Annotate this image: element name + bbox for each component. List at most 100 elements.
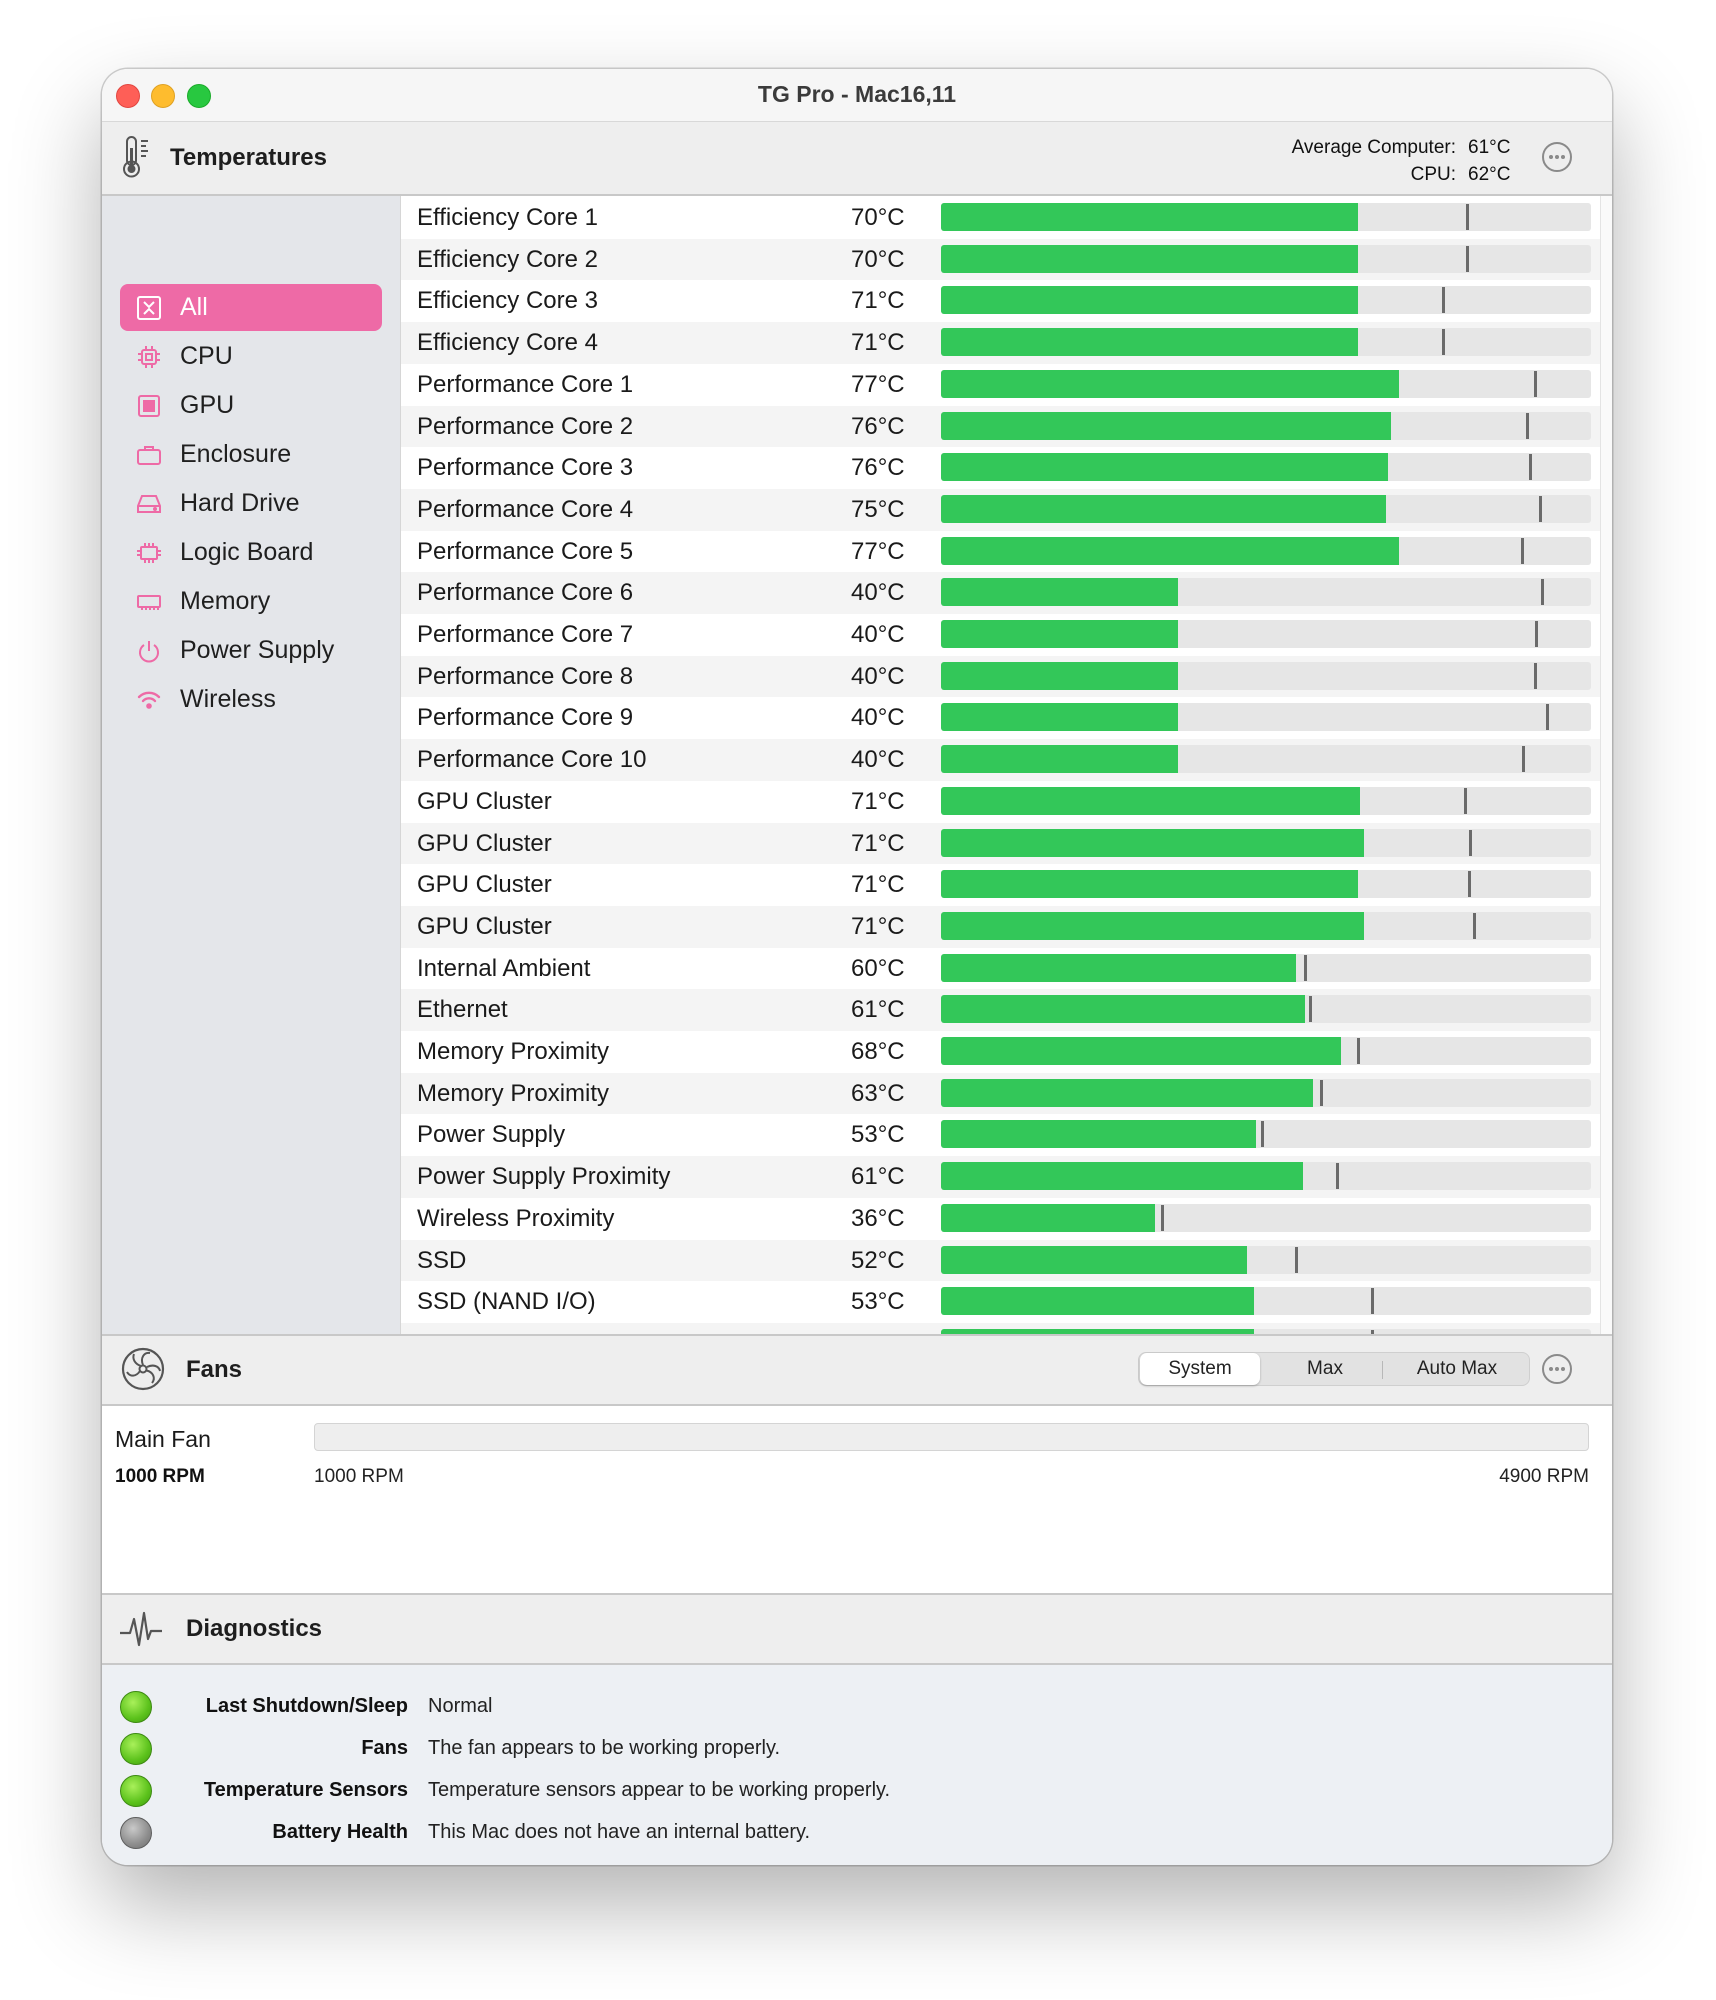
- sensor-row[interactable]: SSD (NAND I/O) 53°C: [401, 1281, 1600, 1323]
- close-window-button[interactable]: [116, 84, 140, 108]
- wireless-icon: [134, 685, 164, 715]
- sensor-row[interactable]: GPU Cluster 71°C: [401, 864, 1600, 906]
- sensor-row[interactable]: Power Supply 53°C: [401, 1114, 1600, 1156]
- sidebar-item-all[interactable]: All: [120, 284, 382, 331]
- sensor-temperature: 53°C: [851, 1121, 905, 1149]
- sensor-temperature-bar: [941, 328, 1591, 357]
- sensor-row[interactable]: GPU Cluster 71°C: [401, 905, 1600, 948]
- sensor-row[interactable]: Efficiency Core 3 71°C: [401, 280, 1600, 322]
- sensor-row[interactable]: Performance Core 5 77°C: [401, 531, 1600, 573]
- sensor-temperature: 40°C: [851, 579, 905, 607]
- cpu-icon: [134, 342, 164, 372]
- sensor-max-marker: [1534, 662, 1537, 689]
- sidebar-item-memory[interactable]: Memory: [120, 578, 382, 625]
- sensor-list[interactable]: Efficiency Core 1 70°C Efficiency Core 2 70…: [401, 196, 1600, 1334]
- diagnostic-text: Temperature sensors appear to be working…: [428, 1779, 891, 1801]
- fans-more-button[interactable]: [1542, 1354, 1572, 1384]
- sensor-bar-fill: [941, 1078, 1313, 1107]
- sensor-temperature: 40°C: [851, 662, 905, 690]
- sensor-bar-fill: [941, 1162, 1303, 1191]
- sensor-row[interactable]: Efficiency Core 4 71°C: [401, 322, 1600, 364]
- sensor-row[interactable]: Power Supply Proximity 61°C: [401, 1156, 1600, 1198]
- sensor-row[interactable]: Memory Proximity 63°C: [401, 1072, 1600, 1115]
- sensor-row[interactable]: [401, 1322, 1600, 1334]
- sensor-max-marker: [1466, 245, 1469, 272]
- sensor-temperature-bar: [941, 828, 1591, 857]
- sidebar-item-label: GPU: [180, 391, 235, 419]
- average-computer-value: 61°C: [1468, 137, 1511, 158]
- sensor-max-marker: [1442, 287, 1445, 314]
- sidebar-item-cpu[interactable]: CPU: [120, 333, 382, 380]
- sensor-row[interactable]: Wireless Proximity 36°C: [401, 1198, 1600, 1240]
- sensor-name: Efficiency Core 3: [417, 287, 598, 315]
- sensor-temperature: 71°C: [851, 912, 905, 940]
- sensor-max-marker: [1529, 454, 1532, 481]
- diagnostic-row: Fans The fan appears to be working prope…: [102, 1729, 1612, 1771]
- sensor-name: Performance Core 6: [417, 579, 634, 607]
- sensor-row[interactable]: Memory Proximity 68°C: [401, 1031, 1600, 1073]
- sensor-temperature-bar: [941, 620, 1591, 648]
- sensor-temperature: 77°C: [851, 537, 905, 565]
- sidebar-item-wireless[interactable]: Wireless: [120, 676, 382, 723]
- diagnostic-label: Battery Health: [272, 1821, 408, 1843]
- sidebar-item-gpu[interactable]: GPU: [120, 382, 382, 429]
- sensor-row[interactable]: Performance Core 10 40°C: [401, 739, 1600, 781]
- sensor-row[interactable]: Ethernet 61°C: [401, 989, 1600, 1031]
- sensor-row[interactable]: GPU Cluster 71°C: [401, 822, 1600, 865]
- sensor-max-marker: [1521, 537, 1524, 564]
- sensor-row[interactable]: Efficiency Core 2 70°C: [401, 238, 1600, 281]
- sidebar-item-enclosure[interactable]: Enclosure: [120, 431, 382, 478]
- sensor-bar-fill: [941, 1287, 1254, 1316]
- sensor-name: Memory Proximity: [417, 1038, 610, 1065]
- sensor-temperature-bar: [941, 536, 1591, 565]
- sensor-name: Efficiency Core 4: [417, 329, 598, 357]
- fan-mode-max[interactable]: Max: [1307, 1358, 1343, 1379]
- sensor-list-scroll-area[interactable]: [1600, 196, 1612, 1334]
- sensor-row[interactable]: Efficiency Core 1 70°C: [401, 197, 1600, 239]
- sensor-bar-fill: [941, 369, 1399, 398]
- sensor-max-marker: [1261, 1121, 1264, 1148]
- sensor-bar-fill: [941, 995, 1305, 1024]
- sensor-max-marker: [1539, 495, 1542, 522]
- temperatures-more-button[interactable]: [1542, 142, 1572, 172]
- fan-mode-auto-max[interactable]: Auto Max: [1416, 1358, 1498, 1379]
- sensor-row[interactable]: SSD 52°C: [401, 1239, 1600, 1282]
- sensor-row[interactable]: Performance Core 4 75°C: [401, 488, 1600, 531]
- sensor-row[interactable]: Internal Ambient 60°C: [401, 948, 1600, 990]
- sensor-bar-fill: [941, 1245, 1247, 1274]
- cpu-average-value: 62°C: [1468, 164, 1511, 185]
- sensor-row[interactable]: Performance Core 9 40°C: [401, 697, 1600, 739]
- fans-title: Fans: [186, 1356, 243, 1383]
- sensor-row[interactable]: Performance Core 2 76°C: [401, 405, 1600, 448]
- diagnostic-text: Normal: [428, 1695, 493, 1717]
- sensor-row[interactable]: Performance Core 6 40°C: [401, 572, 1600, 614]
- zoom-window-button[interactable]: [187, 84, 211, 108]
- sensor-temperature-bar: [941, 1328, 1591, 1334]
- sensor-name: Performance Core 2: [417, 412, 634, 440]
- sensor-row[interactable]: Performance Core 8 40°C: [401, 655, 1600, 698]
- sensor-row[interactable]: Performance Core 3 76°C: [401, 447, 1600, 489]
- sensor-row[interactable]: Performance Core 7 40°C: [401, 614, 1600, 656]
- main-fan-name: Main Fan: [115, 1426, 211, 1452]
- sensor-bar-fill: [941, 203, 1358, 231]
- sensor-bar-fill: [941, 328, 1358, 357]
- sensor-name: SSD: [417, 1246, 467, 1274]
- minimize-window-button[interactable]: [151, 84, 175, 108]
- sensor-max-marker: [1371, 1329, 1374, 1334]
- sidebar-item-hard-drive[interactable]: Hard Drive: [120, 480, 382, 527]
- sensor-row[interactable]: Performance Core 1 77°C: [401, 364, 1600, 406]
- fan-mode-system[interactable]: System: [1140, 1353, 1260, 1385]
- sensor-temperature: 75°C: [851, 495, 905, 523]
- cpu-average-label: CPU:: [1410, 164, 1456, 185]
- sidebar-item-label: Memory: [180, 587, 271, 615]
- sidebar-item-logic-board[interactable]: Logic Board: [120, 529, 382, 576]
- average-computer-label: Average Computer:: [1291, 137, 1456, 158]
- sidebar-item-power-supply[interactable]: Power Supply: [120, 627, 382, 674]
- sensor-bar-fill: [941, 1037, 1341, 1065]
- diagnostic-row: Last Shutdown/Sleep Normal: [102, 1687, 1612, 1729]
- sensor-max-marker: [1464, 787, 1467, 814]
- sensor-max-marker: [1534, 370, 1537, 397]
- sensor-max-marker: [1309, 996, 1312, 1023]
- memory-icon: [134, 587, 164, 617]
- sensor-row[interactable]: GPU Cluster 71°C: [401, 781, 1600, 823]
